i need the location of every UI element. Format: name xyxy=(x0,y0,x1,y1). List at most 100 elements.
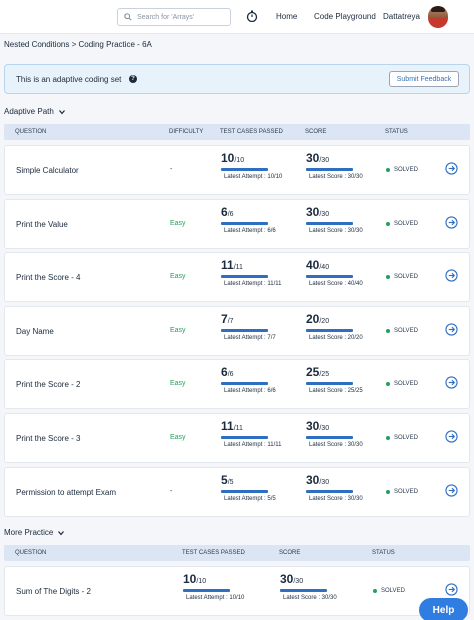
column-header: QUESTION xyxy=(15,129,47,135)
arrow-right-circle-icon[interactable] xyxy=(445,583,458,596)
nav-home[interactable]: Home xyxy=(276,12,298,21)
question-name[interactable]: Print the Score - 3 xyxy=(16,434,81,443)
difficulty-label: Easy xyxy=(170,326,186,334)
score-value: 40 xyxy=(306,258,320,273)
status-label: SOLVED xyxy=(394,220,418,227)
adaptive-path-toggle[interactable]: Adaptive Path xyxy=(4,107,65,116)
score: 40/40 xyxy=(306,258,329,272)
status-badge: SOLVED xyxy=(386,381,418,387)
tests-passed: 11/11 xyxy=(221,419,243,433)
question-name[interactable]: Day Name xyxy=(16,326,54,336)
submit-feedback-button[interactable]: Submit Feedback xyxy=(389,71,459,87)
score-value: 30 xyxy=(306,151,320,165)
score-progress-bar xyxy=(306,328,353,332)
score-value: 25 xyxy=(306,365,320,380)
status-label: SOLVED xyxy=(394,327,418,334)
search-icon xyxy=(124,13,132,21)
score-progress-bar xyxy=(306,168,353,171)
table-row[interactable]: Print the Value Easy 6/6 Latest Attempt : 6… xyxy=(4,198,470,249)
score-progress-bar xyxy=(280,589,327,592)
question-name[interactable]: Print the Score - 4 xyxy=(16,273,81,283)
info-icon[interactable]: ? xyxy=(129,75,137,83)
question-name[interactable]: Sum of The Digits - 2 xyxy=(16,587,91,596)
tests-passed: 11/11 xyxy=(221,258,243,272)
tests-total: /10 xyxy=(234,157,245,164)
tests-passed: 7/7 xyxy=(221,312,234,326)
question-name[interactable]: Permission to attempt Exam xyxy=(16,487,117,497)
column-header: TEST CASES PASSED xyxy=(182,550,245,556)
score-total: /30 xyxy=(319,210,330,218)
question-name[interactable]: Simple Calculator xyxy=(16,166,79,175)
arrow-right-circle-icon[interactable] xyxy=(445,323,458,336)
arrow-right-circle-icon[interactable] xyxy=(445,376,458,390)
tests-progress-bar xyxy=(221,382,268,386)
tests-progress-bar xyxy=(221,328,268,332)
score-progress-bar xyxy=(306,382,353,386)
tests-passed: 5/5 xyxy=(221,473,234,487)
arrow-right-circle-icon[interactable] xyxy=(445,269,458,282)
score-value: 20 xyxy=(306,311,320,326)
table-row[interactable]: Sum of The Digits - 2 10/10 Latest Attempt… xyxy=(4,566,470,616)
question-name[interactable]: Print the Value xyxy=(16,219,68,229)
tests-passed: 6/6 xyxy=(221,365,234,379)
difficulty-label: Easy xyxy=(170,380,186,388)
score-total: /30 xyxy=(319,157,330,164)
tests-passed-value: 10 xyxy=(183,572,197,586)
table-header: QUESTION DIFFICULTY TEST CASES PASSED SC… xyxy=(4,124,470,140)
status-label: SOLVED xyxy=(394,435,418,441)
latest-attempt: Latest Attempt : 11/11 xyxy=(224,281,282,288)
table-row[interactable]: Print the Score - 4 Easy 11/11 Latest Attem… xyxy=(4,252,470,303)
score-total: /30 xyxy=(319,425,330,432)
section-title: More Practice xyxy=(4,528,54,537)
table-row[interactable]: Print the Score - 2 Easy 6/6 Latest Attempt… xyxy=(4,359,470,410)
score-value: 30 xyxy=(306,419,320,433)
score-total: /25 xyxy=(319,371,330,379)
difficulty-label: - xyxy=(170,166,173,173)
question-name[interactable]: Print the Score - 2 xyxy=(16,380,81,390)
score-value: 30 xyxy=(306,472,320,487)
score-value: 30 xyxy=(280,572,294,586)
streak-icon[interactable] xyxy=(246,10,258,22)
arrow-right-circle-icon[interactable] xyxy=(445,215,458,229)
latest-score: Latest Score : 30/30 xyxy=(309,442,363,448)
table-row[interactable]: Permission to attempt Exam - 5/5 Latest Att… xyxy=(4,466,470,517)
table-row[interactable]: Simple Calculator - 10/10 Latest Attempt : … xyxy=(4,145,470,195)
status-label: SOLVED xyxy=(381,588,405,594)
table-row[interactable]: Print the Score - 3 Easy 11/11 Latest Attem… xyxy=(4,413,470,463)
score-value: 30 xyxy=(306,204,320,219)
arrow-right-circle-icon[interactable] xyxy=(445,162,458,175)
score: 30/30 xyxy=(306,473,329,487)
tests-total: /11 xyxy=(233,425,243,432)
arrow-right-circle-icon[interactable] xyxy=(445,483,458,497)
difficulty-label: - xyxy=(170,487,173,495)
more-practice-toggle[interactable]: More Practice xyxy=(4,528,65,537)
difficulty-label: Easy xyxy=(170,434,186,441)
column-header: SCORE xyxy=(305,129,327,135)
column-header: TEST CASES PASSED xyxy=(220,129,283,135)
status-badge: SOLVED xyxy=(386,328,418,334)
latest-attempt: Latest Attempt : 7/7 xyxy=(224,334,276,341)
status-badge: SOLVED xyxy=(386,274,418,280)
table-row[interactable]: Day Name Easy 7/7 Latest Attempt : 7/7 20/20… xyxy=(4,305,470,356)
nav-code-playground[interactable]: Code Playground xyxy=(314,12,376,21)
tests-progress-bar xyxy=(221,275,268,279)
breadcrumb[interactable]: Nested Conditions > Coding Practice - 6A xyxy=(4,40,152,49)
search-input[interactable]: Search for 'Arrays' xyxy=(117,8,231,26)
score-progress-bar xyxy=(306,275,353,279)
latest-score: Latest Score : 30/30 xyxy=(283,595,337,601)
arrow-right-circle-icon[interactable] xyxy=(445,430,458,443)
user-name[interactable]: Dattatreya xyxy=(383,12,420,21)
latest-attempt: Latest Attempt : 6/6 xyxy=(224,388,276,395)
status-label: SOLVED xyxy=(394,381,418,388)
column-header: DIFFICULTY xyxy=(169,129,204,135)
tests-total: /7 xyxy=(227,317,234,325)
tests-passed: 10/10 xyxy=(183,572,206,586)
table-header: QUESTION TEST CASES PASSED SCORE STATUS xyxy=(4,545,470,561)
tests-progress-bar xyxy=(221,489,268,493)
avatar[interactable] xyxy=(428,6,448,28)
tests-total: /5 xyxy=(227,478,234,486)
latest-attempt: Latest Attempt : 11/11 xyxy=(224,442,282,448)
help-button[interactable]: Help xyxy=(419,598,468,620)
search-placeholder: Search for 'Arrays' xyxy=(137,13,195,21)
tests-progress-bar xyxy=(221,168,268,171)
